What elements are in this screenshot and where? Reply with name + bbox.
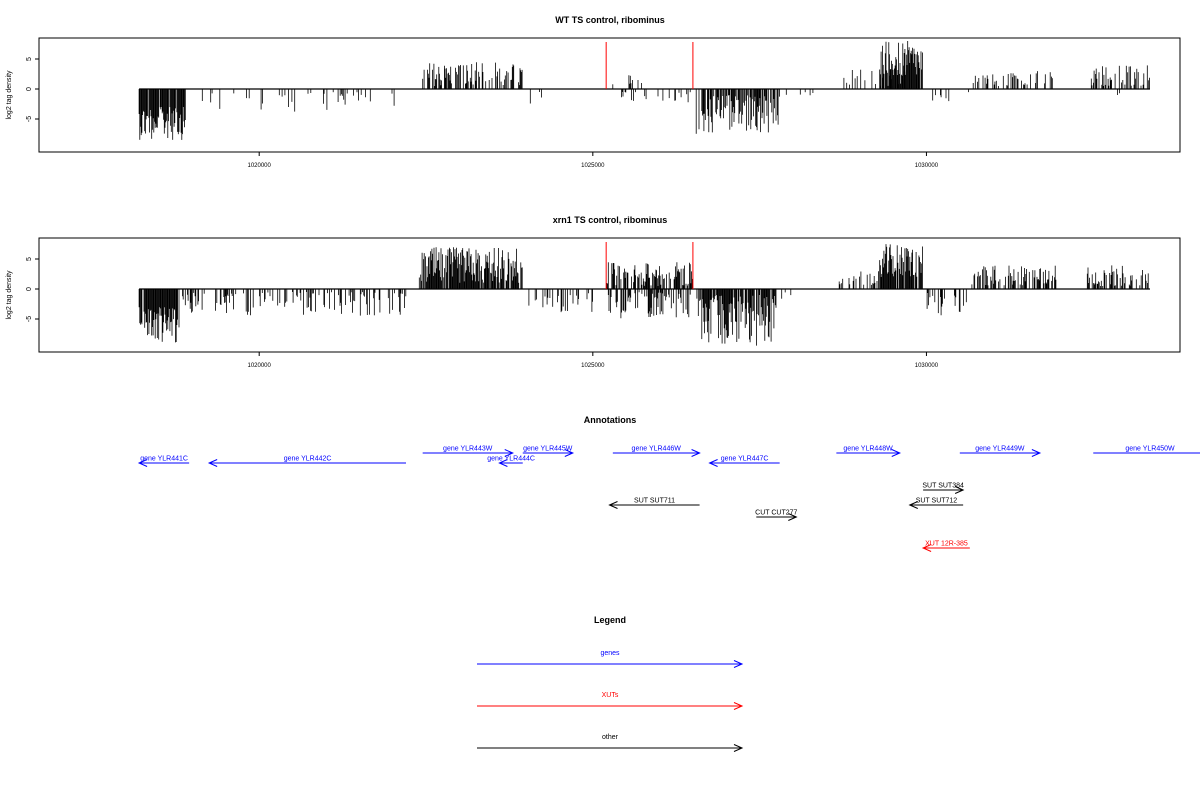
feature-gene-ylr441c: gene YLR441C <box>137 456 190 467</box>
legend-item-other: other <box>477 734 744 752</box>
legend-item-genes: genes <box>477 650 744 668</box>
feature-gene-ylr447c: gene YLR447C <box>708 456 780 467</box>
feature-gene-ylr443w: gene YLR443W <box>422 446 514 457</box>
feature-label: XUT 12R-385 <box>925 541 968 548</box>
feature-label: gene YLR442C <box>284 456 332 463</box>
feature-sut-sut711: SUT SUT711 <box>608 498 700 509</box>
wt-y-axis-label: log2 tag density <box>6 70 13 120</box>
feature-arrowhead <box>908 501 918 509</box>
xrn1-y-tick-label: 0 <box>26 287 33 291</box>
legend-arrowhead <box>733 702 744 710</box>
feature-label: gene YLR450W <box>1125 446 1175 453</box>
feature-label: gene YLR441C <box>140 456 188 463</box>
wt-x-axis: 1020000 1025000 1030000 <box>248 152 939 169</box>
xrn1-signal-bars <box>138 244 1149 346</box>
legend-arrowhead <box>733 744 744 752</box>
feature-label: gene YLR448W <box>843 446 893 453</box>
feature-label: SUT SUT384 <box>922 483 964 490</box>
feature-label: gene YLR449W <box>975 446 1025 453</box>
annotations-title: Annotations <box>584 415 637 425</box>
feature-arrowhead <box>1031 449 1042 457</box>
xrn1-tag-density-panel: xrn1 TS control, ribominus log2 tag dens… <box>6 215 1181 369</box>
xrn1-y-axis-label: log2 tag density <box>6 270 13 320</box>
xrn1-x-tick-label: 1030000 <box>915 363 939 369</box>
legend-label: XUTs <box>602 692 619 699</box>
legend-title: Legend <box>594 615 626 625</box>
feature-arrowhead <box>504 449 514 457</box>
xrn1-y-tick-label: 5 <box>26 257 33 261</box>
feature-label: SUT SUT712 <box>916 498 958 505</box>
feature-arrowhead <box>207 459 218 467</box>
feature-arrowhead <box>498 459 508 467</box>
wt-x-tick-label: 1030000 <box>915 163 939 169</box>
wt-signal-bars <box>138 41 1150 140</box>
feature-label: gene YLR443W <box>443 446 493 453</box>
xrn1-panel-title: xrn1 TS control, ribominus <box>553 215 668 225</box>
xrn1-y-tick-label: -5 <box>26 316 33 322</box>
feature-arrowhead <box>137 459 148 467</box>
xrn1-x-axis: 1020000 1025000 1030000 <box>248 352 939 369</box>
xrn1-x-tick-label: 1020000 <box>248 363 272 369</box>
feature-arrows: gene YLR441C gene YLR442C gene YLR443W gene… <box>137 446 1200 552</box>
wt-y-tick-label: -5 <box>26 116 33 122</box>
wt-y-tick-label: 5 <box>26 57 33 61</box>
feature-gene-ylr445w: gene YLR445W <box>522 446 575 457</box>
legend-items: genes XUTs other <box>477 650 744 752</box>
annotations-track: Annotations gene YLR441C gene YLR442Cgene… <box>137 415 1200 552</box>
feature-arrowhead <box>708 459 718 467</box>
wt-y-axis: -5 0 5 <box>26 57 39 122</box>
feature-arrowhead <box>954 486 965 494</box>
wt-region-markers <box>605 42 694 89</box>
legend-item-xuts: XUTs <box>477 692 744 710</box>
feature-gene-ylr448w: gene YLR448W <box>836 446 902 457</box>
feature-arrowhead <box>891 449 902 457</box>
feature-arrowhead <box>921 544 932 552</box>
legend-label: genes <box>600 650 620 657</box>
feature-gene-ylr449w: gene YLR449W <box>959 446 1042 457</box>
feature-gene-ylr450w: gene YLR450W <box>1093 446 1200 454</box>
xrn1-region-markers <box>605 242 694 289</box>
wt-panel-title: WT TS control, ribominus <box>555 15 665 25</box>
feature-label: gene YLR445W <box>523 446 573 453</box>
xrn1-x-tick-label: 1025000 <box>581 363 605 369</box>
feature-label: SUT SUT711 <box>634 498 675 505</box>
wt-plot-frame <box>38 37 1181 153</box>
feature-arrowhead <box>564 449 575 457</box>
xrn1-y-axis: -5 0 5 <box>26 257 39 322</box>
feature-gene-ylr442c: gene YLR442C <box>207 456 406 467</box>
feature-arrowhead <box>608 501 618 509</box>
feature-sut-sut712: SUT SUT712 <box>908 498 964 509</box>
feature-gene-ylr444c: gene YLR444C <box>487 456 535 467</box>
feature-gene-ylr446w: gene YLR446W <box>612 446 701 457</box>
wt-x-tick-label: 1020000 <box>248 163 272 169</box>
feature-label: gene YLR446W <box>632 446 682 453</box>
xrn1-plot-frame <box>38 237 1181 353</box>
legend: Legend genes XUTs other <box>477 615 744 752</box>
feature-label: gene YLR444C <box>487 456 535 463</box>
feature-arrowhead <box>788 513 798 521</box>
feature-label: gene YLR447C <box>721 456 769 463</box>
wt-tag-density-panel: WT TS control, ribominus log2 tag densit… <box>6 15 1181 169</box>
feature-xut-12r-385: XUT 12R-385 <box>921 541 970 552</box>
wt-x-tick-label: 1025000 <box>581 163 605 169</box>
feature-arrowhead <box>691 449 701 457</box>
wt-y-tick-label: 0 <box>26 87 33 91</box>
feature-label: CUT CUT277 <box>755 510 797 517</box>
feature-cut-cut277: CUT CUT277 <box>755 510 798 521</box>
legend-label: other <box>602 734 619 741</box>
legend-arrowhead <box>733 660 744 668</box>
feature-sut-sut384: SUT SUT384 <box>922 483 965 494</box>
